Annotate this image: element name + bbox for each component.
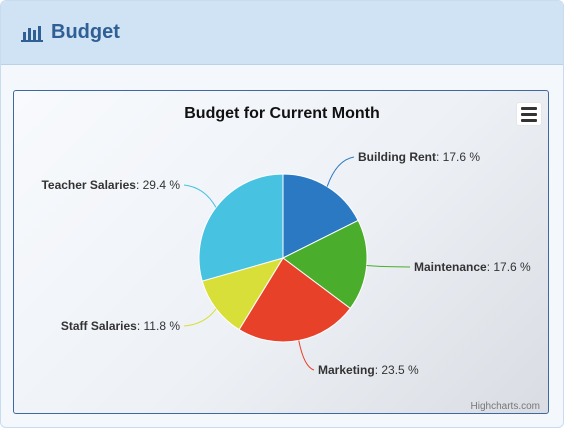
connector-staff-salaries <box>183 308 217 327</box>
chart-menu-button[interactable] <box>516 102 542 126</box>
label-connectors <box>183 156 411 371</box>
connector-teacher-salaries <box>183 184 217 208</box>
data-label-staff-salaries: Staff Salaries: 11.8 % <box>61 319 181 333</box>
hamburger-menu-icon <box>521 106 537 110</box>
pie-chart: Budget for Current Month Building Rent: … <box>41 105 540 412</box>
slice-labels: Building Rent: 17.6 % Maintenance: 17.6 %… <box>41 150 531 377</box>
panel-title: Budget <box>51 21 120 43</box>
pie-slice-staff-salaries[interactable] <box>201 257 285 331</box>
connector-building-rent <box>326 156 355 187</box>
chart-title: Budget for Current Month <box>184 105 380 122</box>
pie-slice-building-rent[interactable] <box>282 173 359 259</box>
pie-slice-marketing[interactable] <box>238 257 351 343</box>
data-label-building-rent: Building Rent: 17.6 % <box>358 150 480 164</box>
data-label-maintenance: Maintenance: 17.6 % <box>414 260 531 274</box>
pie-slices <box>198 173 368 343</box>
data-label-marketing: Marketing: 23.5 % <box>318 363 419 377</box>
data-label-teacher-salaries: Teacher Salaries: 29.4 % <box>41 178 180 192</box>
connector-marketing <box>298 340 315 371</box>
pie-slice-teacher-salaries[interactable] <box>198 173 284 282</box>
panel-header: Budget <box>1 1 563 65</box>
pie-slice-maintenance[interactable] <box>282 219 368 310</box>
highcharts-credits[interactable]: Highcharts.com <box>471 401 540 412</box>
connector-maintenance <box>366 265 411 268</box>
bar-chart-icon <box>21 25 43 42</box>
chart-container: Budget for Current Month Building Rent: … <box>13 90 549 414</box>
